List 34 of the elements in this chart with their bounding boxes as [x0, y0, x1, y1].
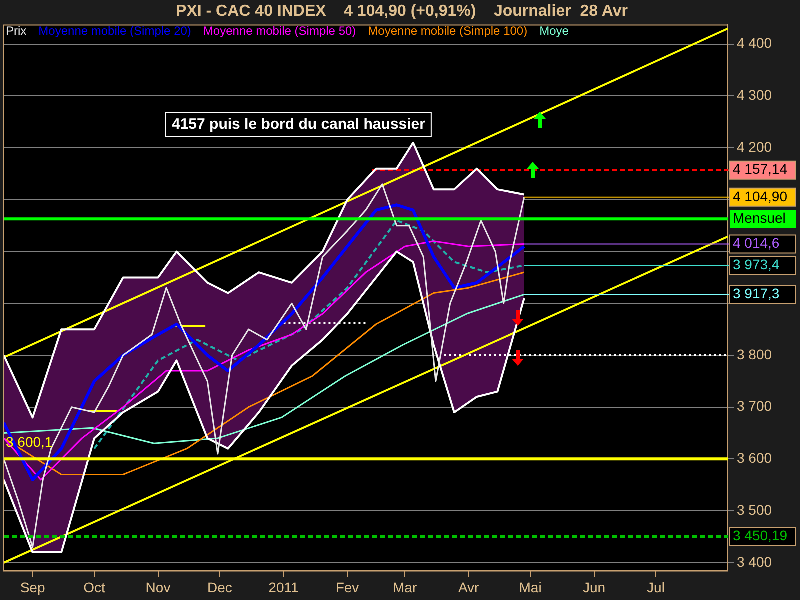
x-tick-label: Sep: [20, 579, 46, 596]
x-tick-label: Jun: [583, 579, 606, 596]
annotation: 3 917,3: [733, 286, 780, 302]
text: Moyenne mobile (Simple 50): [203, 24, 356, 38]
annotation: 4 014,6: [733, 235, 780, 252]
text: Prix: [6, 24, 27, 38]
annotation: 4157 puis le bord du canal haussier: [172, 116, 426, 133]
y-tick-label: 3 700: [737, 398, 772, 414]
x-tick-label: Dec: [208, 579, 232, 596]
y-tick-label: 3 800: [737, 346, 772, 362]
x-tick-label: Fev: [336, 579, 360, 596]
y-tick-label: 4 400: [737, 35, 772, 52]
annotation: 4 157,14: [733, 161, 788, 178]
x-tick-label: Jul: [647, 579, 665, 596]
x-tick-label: Nov: [146, 579, 171, 596]
y-tick-label: 4 300: [737, 87, 772, 104]
y-tick-label: 3 500: [737, 502, 772, 518]
x-tick-label: Oct: [84, 579, 106, 596]
text: Moyenne mobile (Simple 100): [368, 24, 528, 38]
ref-line-label: Mensuel: [733, 210, 786, 226]
y-tick-label: 3 600: [737, 450, 772, 466]
x-tick-label: Mai: [519, 579, 542, 596]
annotation: 4 104,90: [733, 188, 788, 204]
x-tick-label: 2011: [268, 579, 299, 596]
annotation: 3 973,4: [733, 256, 780, 272]
text: Moye: [540, 24, 569, 38]
y-tick-label: 3 400: [737, 554, 772, 570]
ref-line-label: 3 600,1: [6, 434, 53, 450]
ref-line-label: 3 450,19: [733, 528, 788, 544]
x-tick-label: Mar: [393, 579, 418, 596]
y-tick-label: 4 200: [737, 138, 772, 155]
text: Moyenne mobile (Simple 20): [38, 24, 192, 38]
x-tick-label: Avr: [458, 579, 480, 596]
chart-title: PXI - CAC 40 INDEX 4 104,90 (+0,91%) Journalier 28 Avr: [176, 3, 628, 20]
